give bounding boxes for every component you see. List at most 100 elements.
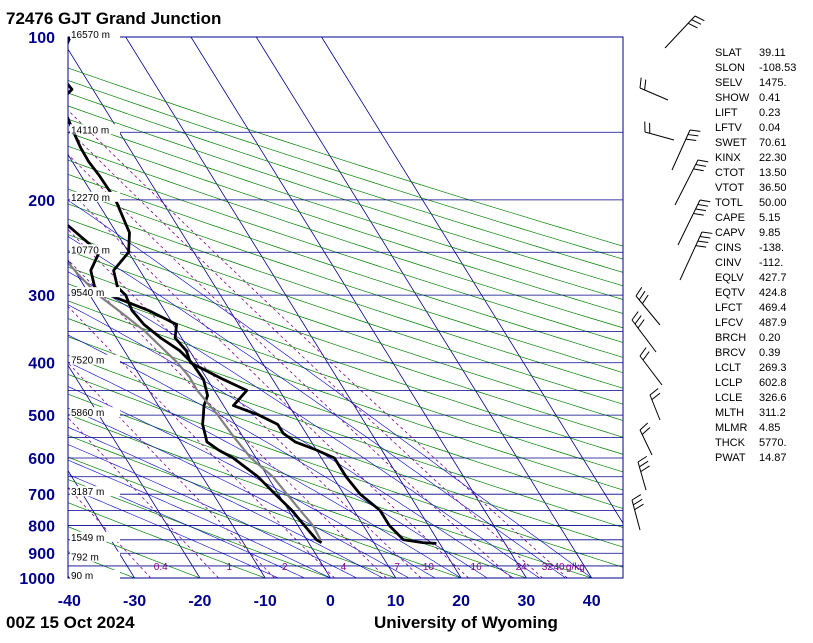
index-value: 22.30	[759, 152, 787, 164]
temperature-label: 20	[452, 593, 470, 610]
wind-barb-flag	[649, 388, 659, 396]
index-name: LCLP	[715, 377, 743, 389]
index-value: 424.8	[759, 287, 787, 299]
height-label-bg	[70, 551, 120, 562]
wind-barb	[639, 422, 653, 456]
index-name: THCK	[715, 437, 746, 449]
index-value: 9.85	[759, 227, 780, 239]
isotherm-line	[255, 37, 593, 578]
wind-barb-flag	[697, 203, 709, 207]
index-value: 36.50	[759, 182, 787, 194]
index-value: 0.39	[759, 347, 780, 359]
wind-barb-staff	[635, 295, 661, 326]
wind-barb-flag	[641, 427, 651, 435]
moist-adiabat-line	[68, 426, 383, 578]
wind-barb-staff	[639, 429, 653, 456]
wind-barbs	[631, 15, 713, 531]
chart-title: 72476 GJT Grand Junction	[6, 9, 221, 28]
index-name: BRCV	[715, 347, 746, 359]
moist-adiabat-line	[68, 407, 410, 578]
mixing-ratio-label: 2	[282, 562, 288, 573]
wind-barb-flag	[693, 168, 704, 172]
index-value: 70.61	[759, 137, 787, 149]
pressure-label: 800	[28, 519, 55, 536]
plot-frame	[67, 36, 624, 579]
index-value: 0.20	[759, 332, 780, 344]
wind-barb-staff	[649, 394, 661, 421]
parcel-line	[68, 260, 322, 541]
wind-barb-flag	[689, 129, 701, 132]
isotherm-line	[0, 37, 4, 578]
wind-barb	[631, 494, 644, 531]
wind-barb-flag	[699, 236, 711, 239]
height-label-bg	[70, 354, 120, 365]
wind-barb-flag	[638, 290, 646, 301]
wind-barb-flag	[685, 138, 697, 141]
isotherm-line	[125, 37, 462, 578]
temperature-label: -20	[188, 593, 211, 610]
height-label: 14110 m	[71, 125, 109, 136]
mixing-ratio-label: 7	[394, 562, 400, 573]
index-name: VTOT	[715, 182, 744, 194]
wind-barb-flag	[635, 287, 643, 297]
wind-barb	[639, 77, 669, 101]
height-label: 12270 m	[71, 193, 110, 204]
wind-barb-flag	[642, 351, 650, 361]
wind-barb-flag	[697, 159, 709, 163]
temperature-label: 10	[387, 593, 405, 610]
wind-barb-staff	[631, 319, 657, 353]
wind-barb	[644, 121, 675, 141]
mixing-ratio-label: 4	[341, 562, 347, 573]
height-label: 3187 m	[71, 487, 104, 498]
index-name: LCLT	[715, 362, 741, 374]
wind-barb	[631, 311, 657, 353]
wind-barb-staff	[679, 231, 703, 281]
height-label-bg	[70, 570, 120, 580]
mixing-ratio-line	[68, 259, 387, 578]
wind-barb-flag	[634, 315, 642, 325]
wind-barb	[677, 199, 711, 246]
wind-barb-flag	[639, 422, 649, 431]
wind-barb-staff	[631, 499, 641, 531]
dewpoint-line	[68, 37, 323, 544]
height-label: 792 m	[71, 553, 99, 564]
index-value: 469.4	[759, 302, 787, 314]
wind-barb-flag	[641, 294, 649, 304]
mixing-ratio-label: 16	[471, 562, 483, 573]
wind-barb-flag	[697, 240, 709, 244]
mixing-ratio-label: 10	[423, 562, 435, 573]
pressure-label: 1000	[19, 571, 55, 588]
index-name: CTOT	[715, 167, 745, 179]
index-name: LFCT	[715, 302, 743, 314]
wind-barb	[671, 129, 701, 171]
pressure-label: 300	[28, 288, 55, 305]
temperature-label: -10	[254, 593, 277, 610]
moist-adiabat-line	[68, 474, 305, 578]
height-label-bg	[70, 244, 120, 255]
height-label: 1549 m	[71, 533, 104, 544]
background-lines	[0, 37, 623, 578]
index-name: SELV	[715, 77, 743, 89]
dry-adiabat-line	[68, 336, 623, 528]
wind-barb-flag	[695, 163, 707, 167]
index-name: EQLV	[715, 272, 744, 284]
index-name: BRCH	[715, 332, 746, 344]
pressure-label: 900	[28, 546, 55, 563]
wind-barb-staff	[644, 131, 675, 141]
wind-barb-flag	[651, 392, 661, 401]
height-label-bg	[70, 191, 120, 202]
height-labels: 16570 m 14110 m 12270 m 10770 m 9540 m 7520 m…	[70, 29, 120, 582]
height-label-bg	[70, 287, 120, 298]
credit-label: University of Wyoming	[374, 613, 558, 632]
wind-barb-flag	[639, 460, 649, 468]
height-label: 16570 m	[71, 30, 110, 41]
wind-barb-flag	[644, 79, 647, 91]
index-name: SLON	[715, 62, 745, 74]
temperature-label: -30	[123, 593, 146, 610]
isotherm-line	[68, 364, 201, 578]
pressure-axis-labels: 100 200 300 400 500 600 700 800 900 1000	[19, 30, 55, 588]
temperature-label: 30	[518, 593, 536, 610]
height-label-bg	[70, 124, 120, 135]
index-name: LFTV	[715, 122, 743, 134]
